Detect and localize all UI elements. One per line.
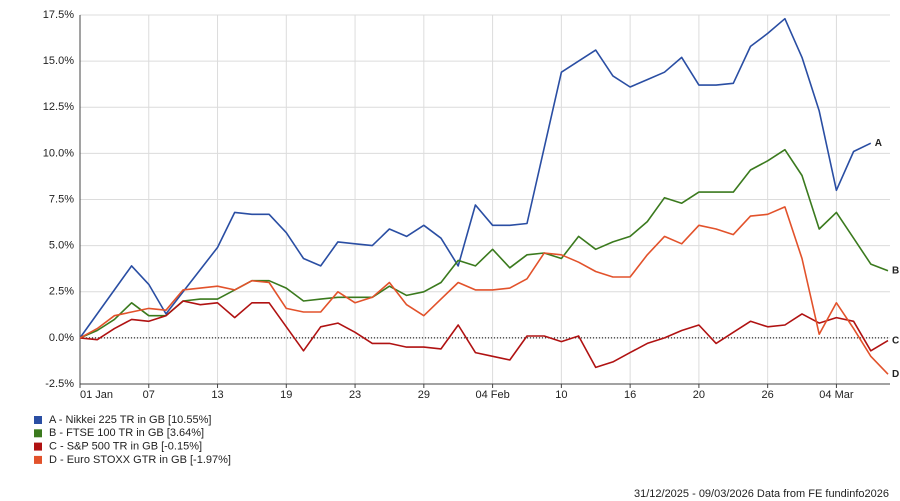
x-tick-label: 04 Feb (475, 389, 509, 401)
y-tick-label: 2.5% (49, 286, 74, 298)
x-tick-label: 07 (143, 389, 155, 401)
series-line (79, 300, 889, 369)
y-tick-label: 12.5% (43, 101, 74, 113)
y-tick-label: 5.0% (49, 240, 74, 252)
series-line (79, 148, 889, 339)
x-tick-label: 20 (693, 389, 705, 401)
legend-label: C - S&P 500 TR in GB [-0.15%] (49, 441, 202, 453)
footer: 31/12/2025 - 09/03/2026 Data from FE fun… (634, 488, 889, 500)
legend-label: D - Euro STOXX GTR in GB [-1.97%] (49, 454, 231, 466)
legend-swatch (34, 442, 42, 451)
x-tick-label: 10 (555, 389, 567, 401)
x-tick-label: 23 (349, 389, 361, 401)
legend-label: B - FTSE 100 TR in GB [3.64%] (49, 427, 204, 439)
series-end-label: D (892, 369, 899, 380)
series-line (79, 206, 889, 375)
x-tick-label: 04 Mar (819, 389, 854, 401)
y-tick-label: 10.0% (43, 147, 74, 159)
x-tick-label: 01 Jan (80, 389, 113, 401)
series-end-label: A (875, 138, 882, 149)
legend-swatch (34, 429, 42, 438)
y-tick-label: -2.5% (45, 378, 74, 390)
series-line (79, 17, 872, 339)
legend-swatch (34, 416, 42, 424)
y-tick-label: 17.5% (43, 9, 74, 21)
x-tick-label: 29 (418, 389, 430, 401)
x-tick-label: 16 (624, 389, 636, 401)
y-tick-label: 7.5% (49, 193, 74, 205)
y-tick-label: 15.0% (43, 55, 74, 67)
x-tick-label: 19 (280, 389, 292, 401)
series-end-label: C (892, 335, 899, 346)
y-tick-label: 0.0% (49, 332, 74, 344)
x-tick-label: 13 (211, 389, 223, 401)
legend-label: A - Nikkei 225 TR in GB [10.55%] (49, 414, 211, 426)
legend-swatch (34, 455, 42, 464)
x-tick-label: 26 (762, 389, 774, 401)
series-end-label: B (892, 265, 899, 276)
